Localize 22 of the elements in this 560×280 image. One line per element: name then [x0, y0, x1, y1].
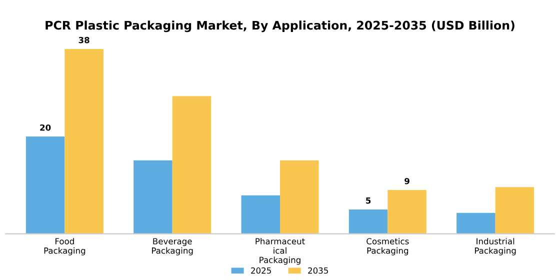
- legend-label: 2025: [251, 267, 271, 274]
- x-tick-label: Food Packaging: [44, 238, 86, 256]
- data-label: 20: [40, 124, 51, 131]
- data-label: 9: [404, 178, 410, 184]
- bar: [134, 160, 172, 234]
- bar: [64, 49, 104, 234]
- data-label: 5: [366, 198, 371, 204]
- bar: [495, 187, 534, 234]
- x-tick-label: Pharmaceut ical Packaging: [256, 238, 305, 265]
- x-tick-label: Cosmetics Packaging: [366, 238, 409, 256]
- bar: [348, 209, 388, 234]
- chart-title: PCR Plastic Packaging Market, By Application, 2025-2035 (USD Billion): [46, 20, 514, 32]
- legend-label: 2035: [308, 267, 328, 274]
- bar: [388, 190, 426, 234]
- data-label: 38: [78, 36, 90, 44]
- bar: [26, 136, 65, 234]
- bar: [280, 160, 319, 234]
- x-tick-label: Beverage Packaging: [152, 238, 193, 256]
- bar: [172, 96, 212, 234]
- bar: [241, 195, 280, 234]
- bar: [456, 212, 496, 234]
- x-tick-label: Industrial Packaging: [474, 238, 516, 256]
